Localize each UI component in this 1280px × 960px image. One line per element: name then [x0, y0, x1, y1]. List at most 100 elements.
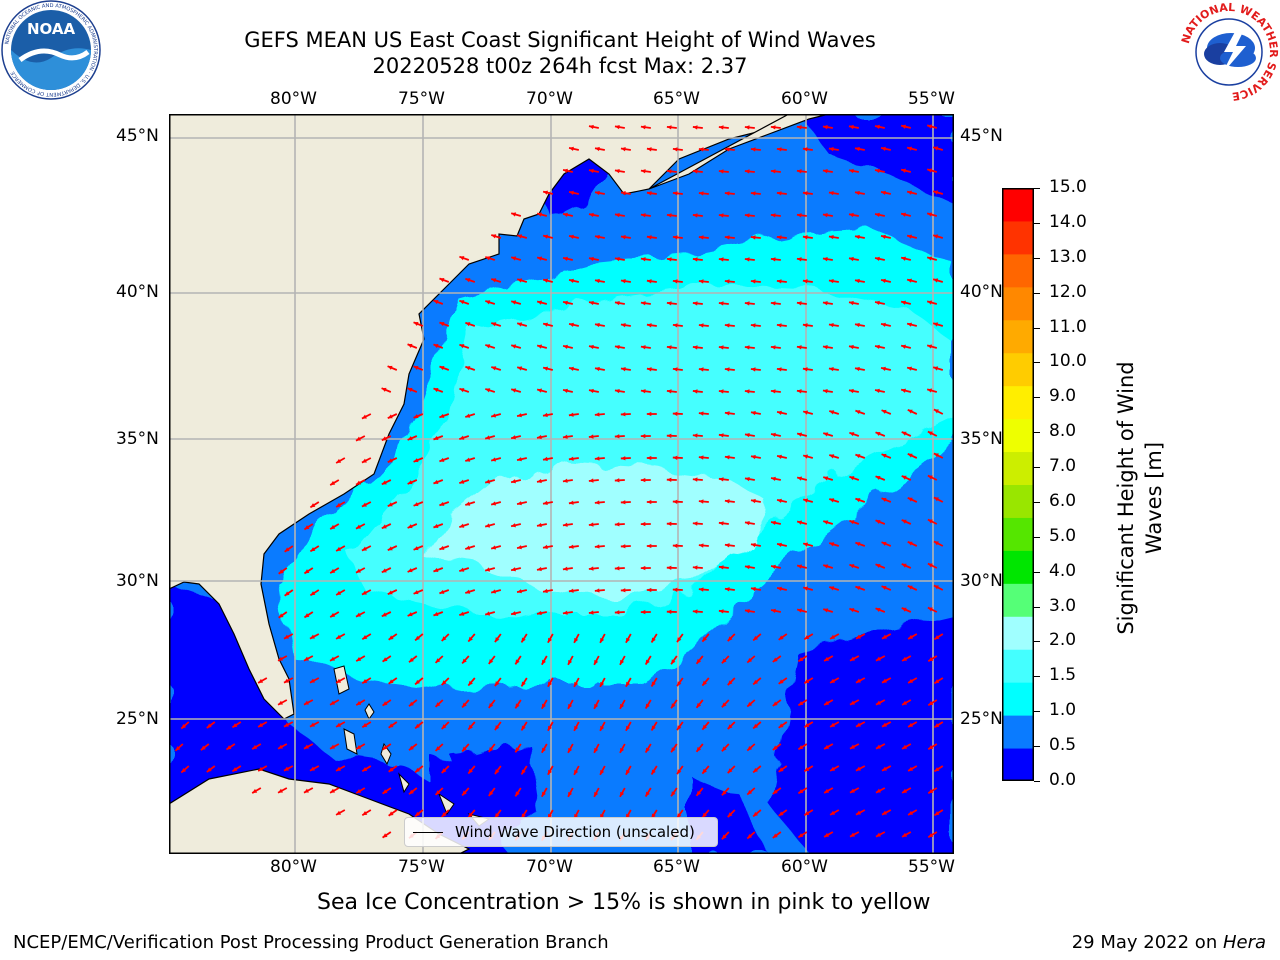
wind-arrow-head — [594, 146, 600, 152]
colorbar-tick-mark — [1034, 641, 1040, 643]
lon-label-bottom-75w: 75°W — [398, 857, 445, 877]
wind-arrow-head — [574, 681, 579, 687]
wind-arrow-head — [252, 788, 258, 794]
lon-label-top-75w: 75°W — [398, 89, 445, 109]
wind-arrow-head — [907, 322, 913, 327]
wind-arrow-head — [771, 476, 776, 482]
wind-arrow-head — [547, 725, 553, 731]
wind-arrow-head — [537, 344, 543, 349]
wind-arrow-head — [744, 301, 750, 306]
colorbar-segment — [1002, 253, 1034, 288]
wind-arrow-head — [588, 610, 594, 615]
lat-label-right-45n: 45°N — [960, 126, 1003, 146]
wind-arrow-head — [388, 811, 394, 816]
wind-arrow-head — [718, 565, 724, 570]
wind-arrow-head — [491, 322, 497, 327]
wind-arrow-head — [563, 256, 568, 261]
wind-arrow-head — [388, 679, 394, 684]
colorbar-tick-label: 1.5 — [1049, 665, 1077, 686]
wind-arrow-head — [646, 235, 652, 240]
wind-arrow-head — [776, 279, 782, 284]
wind-arrow-head — [407, 387, 413, 392]
wind-arrow-head — [330, 788, 336, 793]
wind-arrow-head — [753, 811, 759, 817]
wind-arrow-head — [521, 637, 526, 643]
wind-arrow-head — [646, 367, 652, 372]
wind-arrow-head — [485, 523, 491, 528]
wind-arrow-head — [563, 212, 568, 217]
wind-arrow-head — [388, 767, 394, 772]
lon-label-top-55w: 55°W — [908, 89, 955, 109]
wind-arrow-head — [175, 746, 181, 751]
wind-arrow-head — [651, 725, 656, 731]
wind-arrow-head — [600, 769, 605, 775]
wind-arrow-head — [802, 279, 808, 284]
lon-label-bottom-65w: 65°W — [653, 857, 700, 877]
wind-arrow-head — [822, 125, 828, 130]
wind-arrow-head — [415, 679, 420, 685]
wind-arrow-head — [696, 658, 702, 664]
wind-arrow-head — [933, 190, 939, 195]
wind-arrow-head — [485, 344, 491, 349]
colorbar-segment — [1002, 583, 1034, 617]
wind-arrow-head — [698, 235, 704, 240]
wind-arrow-head — [881, 497, 887, 502]
wind-arrow-head — [614, 256, 620, 262]
wind-arrow-head — [459, 388, 465, 393]
wind-arrow-head — [594, 234, 600, 240]
wind-arrow-head — [718, 433, 724, 438]
wind-arrow-head — [258, 722, 264, 727]
wind-arrow-head — [407, 436, 413, 441]
wind-arrow-head — [563, 300, 568, 305]
wind-arrow-head — [721, 746, 727, 752]
colorbar-tick-mark — [1034, 467, 1040, 469]
footer-right: 29 May 2022 on Hera — [1072, 932, 1266, 953]
wind-arrow-head — [718, 169, 724, 174]
wind-arrow-head — [459, 256, 465, 261]
wind-arrow-head — [594, 659, 599, 665]
wind-arrow-head — [588, 388, 594, 394]
legend-label: Wind Wave Direction (unscaled) — [455, 823, 695, 841]
wind-arrow-head — [536, 566, 542, 572]
wind-arrow-head — [283, 766, 289, 771]
wind-arrow-head — [933, 585, 939, 590]
wind-arrow-head — [645, 747, 650, 753]
wind-arrow-head — [824, 832, 830, 837]
footer-left: NCEP/EMC/Verification Post Processing Pr… — [13, 932, 609, 953]
wind-arrow-head — [798, 701, 804, 706]
wind-arrow-head — [875, 344, 880, 350]
wind-arrow-head — [537, 388, 543, 393]
wind-arrow-head — [934, 635, 940, 640]
wind-arrow-head — [646, 279, 652, 284]
wind-arrow-head — [614, 566, 620, 571]
land-cuba — [169, 768, 471, 854]
wind-arrow-head — [594, 791, 599, 797]
wind-arrow-head — [459, 479, 465, 484]
wind-arrow-head — [619, 659, 625, 665]
wind-arrow-head — [855, 810, 861, 815]
wind-arrow-head — [881, 722, 887, 727]
wind-arrow-head — [724, 367, 730, 372]
wind-arrow-head — [491, 545, 497, 550]
wind-arrow-head — [413, 321, 419, 326]
wind-arrow-head — [881, 453, 887, 458]
wind-arrow-head — [671, 791, 676, 797]
wind-arrow-head — [232, 767, 238, 772]
wind-arrow-head — [698, 191, 704, 196]
wind-arrow-head — [824, 744, 830, 749]
lon-label-bottom-55w: 55°W — [908, 857, 955, 877]
wind-arrow-head — [875, 788, 881, 793]
wind-arrow-head — [620, 367, 626, 372]
wind-arrow-head — [848, 388, 854, 394]
wind-arrow-head — [848, 256, 854, 262]
wind-arrow-head — [908, 634, 914, 639]
wind-arrow-head — [830, 722, 836, 727]
wind-arrow-head — [541, 747, 546, 753]
wind-arrow-head — [435, 658, 441, 663]
wind-arrow-head — [640, 125, 646, 130]
colorbar-tick-label: 12.0 — [1049, 281, 1087, 302]
wind-arrow-head — [901, 124, 906, 129]
wind-arrow-head — [517, 545, 522, 550]
wind-arrow-head — [902, 832, 908, 837]
wind-arrow-head — [927, 388, 933, 393]
